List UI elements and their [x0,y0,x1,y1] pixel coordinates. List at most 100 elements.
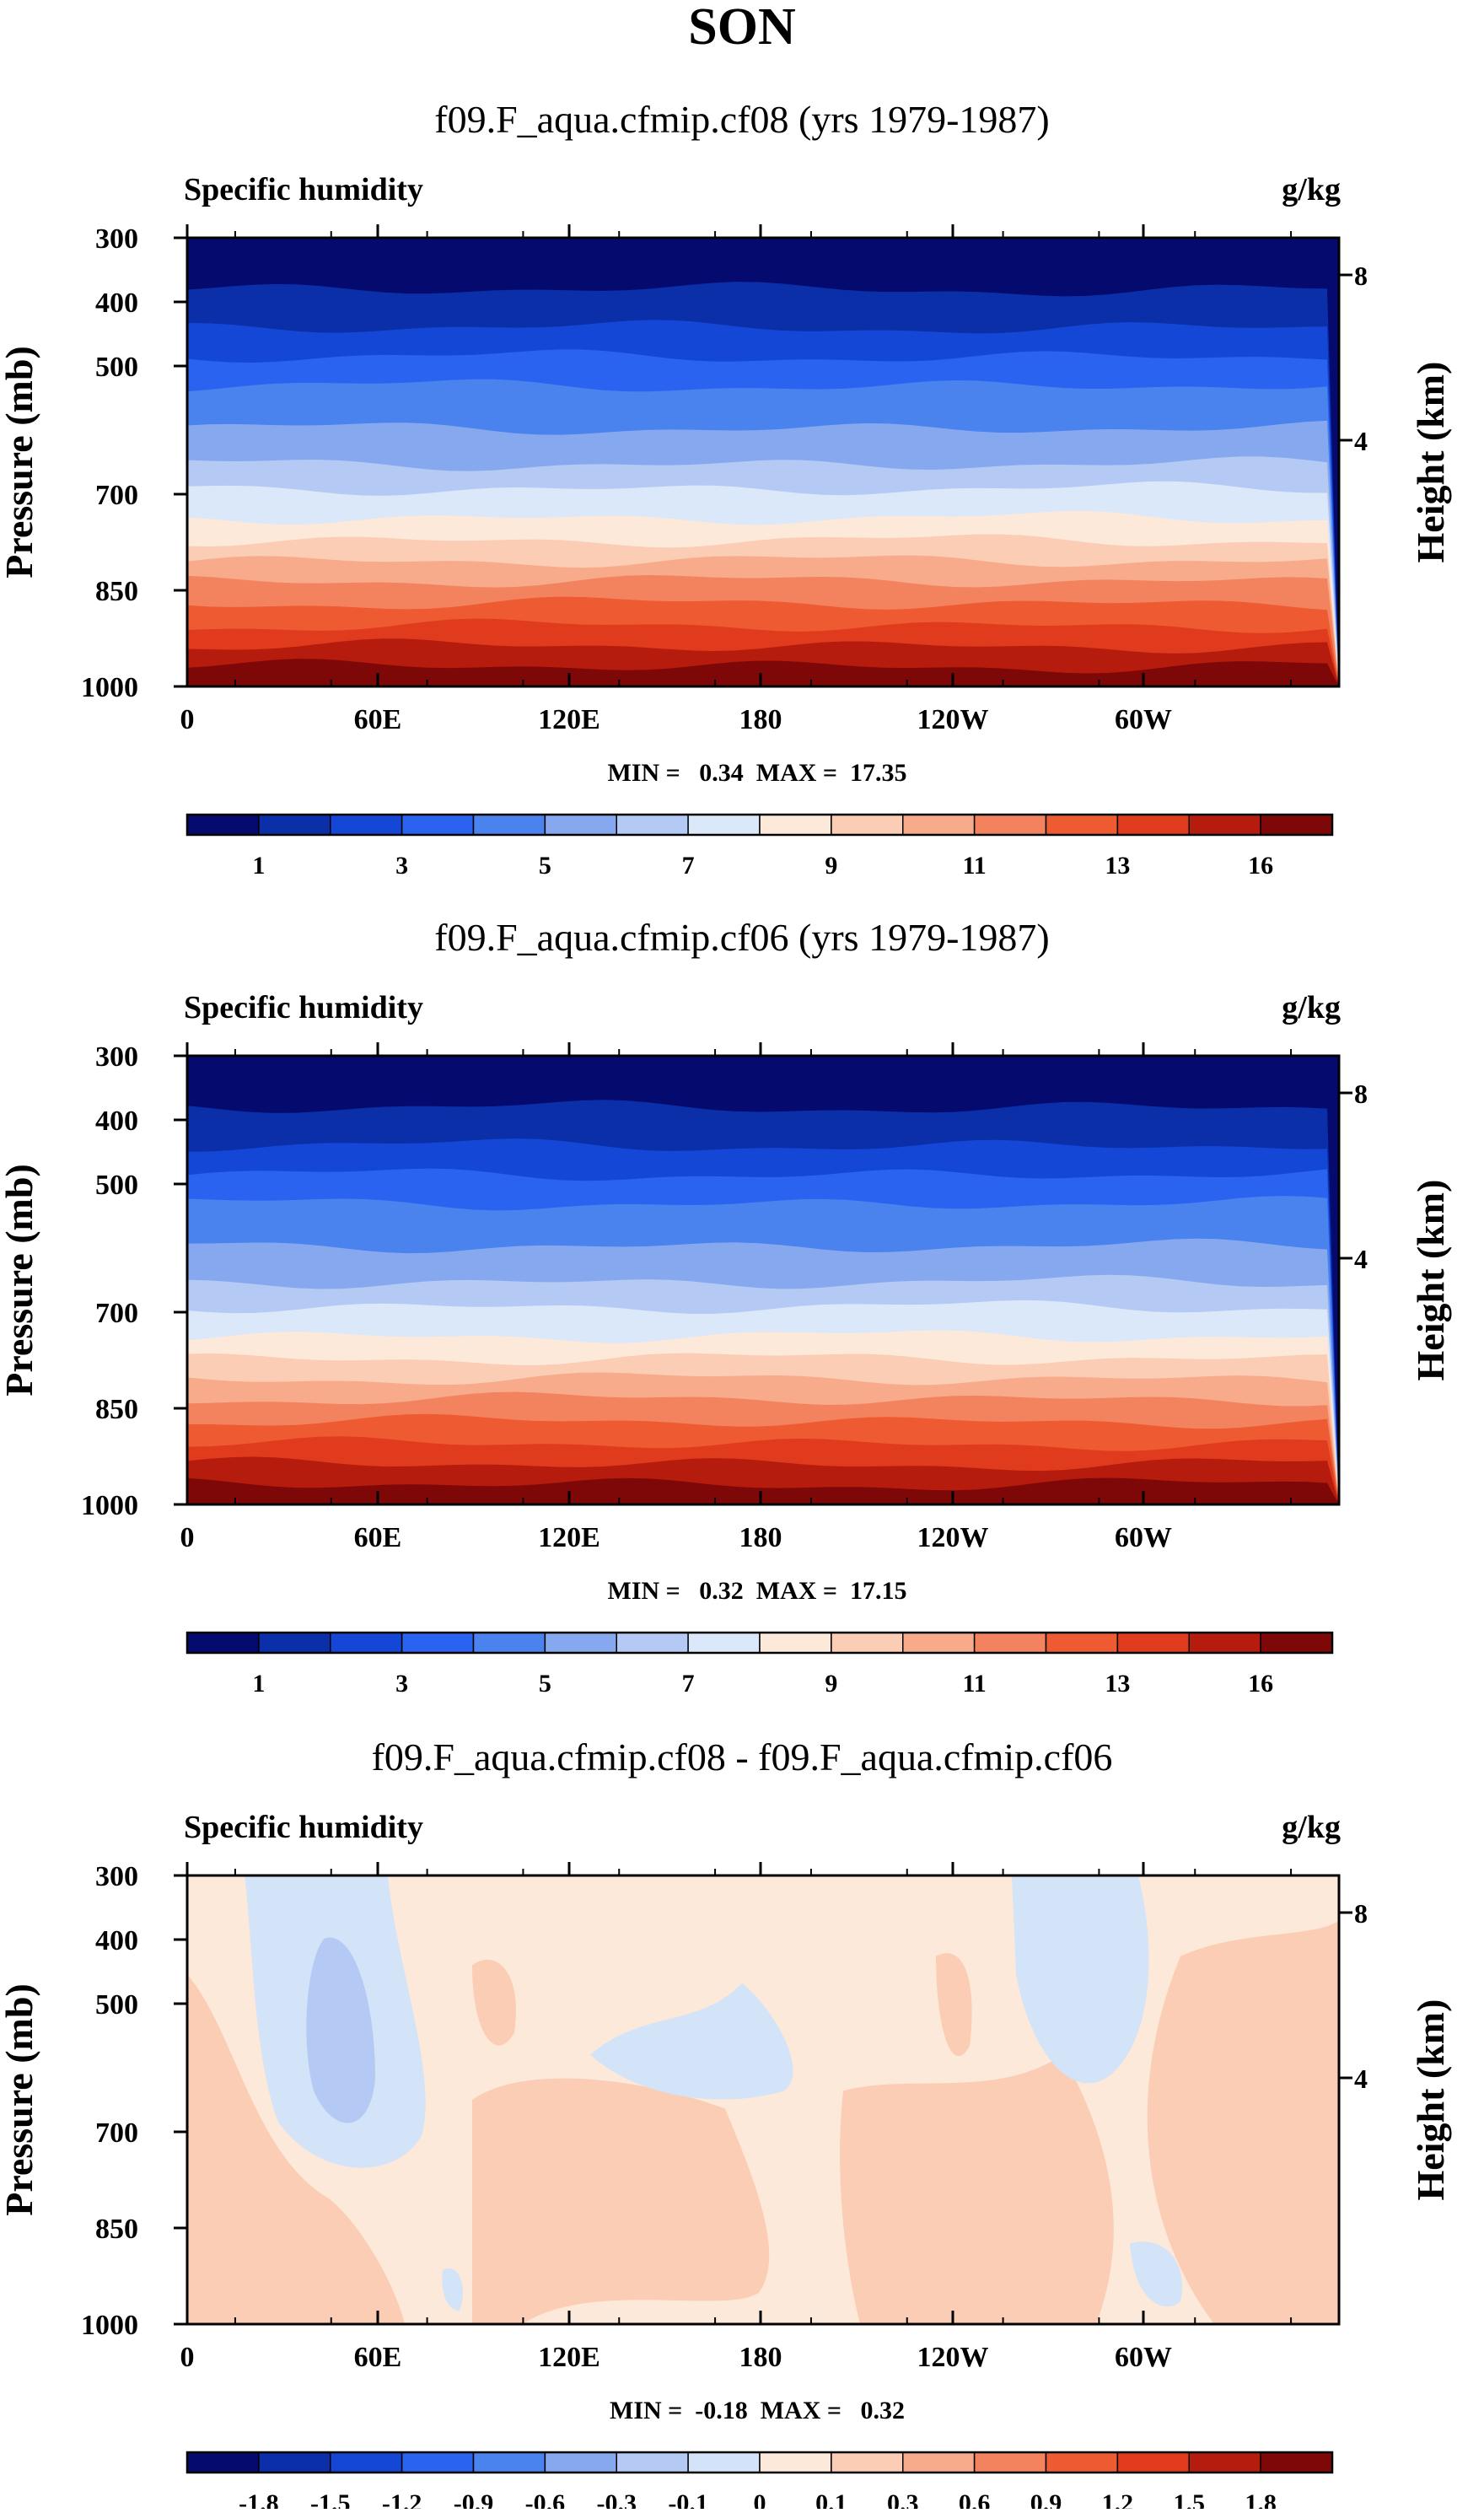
colorbar: -1.8 -1.5 -1.2 -0.9 -0.6 -0.3 -0.1 0 0.1 0.3 0.6 0.… [186,2451,1334,2513]
left-label: Specific humidity [184,990,423,1025]
colorbar-swatch [401,2451,475,2473]
colorbar-swatch [616,814,689,836]
colorbar-swatch [973,1632,1047,1654]
colorbar-swatch [973,814,1047,836]
x-tick-label: 180 [739,1522,782,1553]
colorbar-swatch [973,2451,1047,2473]
colorbar-label: 0 [754,2489,766,2509]
colorbar-swatch [687,814,761,836]
colorbar-label: -0.9 [454,2489,494,2509]
colorbar-swatch [1188,1632,1261,1654]
x-tick-label: 120E [538,2342,600,2373]
colorbar-label: 7 [682,852,695,880]
colorbar-label: 7 [682,1670,695,1698]
colorbar-swatch [186,1632,260,1654]
colorbar-swatch [544,1632,617,1654]
y-tick-label: 500 [95,352,138,383]
colorbar-frame [186,1631,1334,1655]
y-tick-label: 850 [95,576,138,607]
plot-area [187,1875,1339,2324]
x-tick-label: 120W [917,2342,989,2373]
y-tick-label: 1000 [81,2310,138,2341]
x-tick-label: 120E [538,1522,600,1553]
colorbar-label: 1 [252,852,265,880]
colorbar-swatch [831,1632,904,1654]
left-label: Specific humidity [184,172,423,207]
y-tick-label: 1000 [81,1490,138,1521]
y-tick-label: 400 [95,1106,138,1137]
min-max-stats: MIN = 0.34 MAX = 17.35 [608,759,907,787]
y-axis-title: Pressure (mb) [0,1164,40,1396]
colorbar-label: 13 [1105,1670,1130,1698]
y-tick-label: 700 [95,1298,138,1329]
colorbar-swatch [759,2451,832,2473]
x-tick-label: 0 [180,1522,195,1553]
y-tick-label: 1000 [81,672,138,703]
colorbar-label: -1.8 [239,2489,279,2509]
y-tick-label: 700 [95,480,138,511]
x-tick-label: 60W [1115,1522,1172,1553]
colorbar-label: 9 [825,852,837,880]
colorbar-swatch [330,2451,403,2473]
colorbar-label: 1 [252,1670,265,1698]
colorbar-frame [186,2451,1334,2474]
panel: f09.F_aqua.cfmip.cf08 - f09.F_aqua.cfmip… [0,1735,1452,2513]
colorbar-label: -0.6 [525,2489,566,2509]
panel-title: f09.F_aqua.cfmip.cf06 (yrs 1979-1987) [434,916,1049,959]
plot-frame [186,1874,1341,2326]
colorbar-label: -0.3 [597,2489,637,2509]
colorbar-label: 3 [395,852,408,880]
y-tick-label: 400 [95,1925,138,1956]
colorbar-swatch [1045,814,1119,836]
colorbar-swatch [1045,2451,1119,2473]
colorbar-label: 0.6 [959,2489,991,2509]
negative-anomaly [1130,2241,1182,2307]
colorbar: 1 3 5 7 9 11 13 16 [186,813,1334,880]
y-tick-label: 300 [95,223,138,255]
positive-anomaly [472,2078,770,2324]
colorbar-swatch [759,814,832,836]
y-tick-label: 300 [95,1861,138,1892]
colorbar-swatch [1188,2451,1261,2473]
colorbar-label: 1.8 [1245,2489,1277,2509]
x-tick-label: 180 [739,704,782,735]
colorbar-label: 5 [539,1670,551,1698]
x-tick-label: 60E [354,1522,402,1553]
right-label: g/kg [1282,1810,1341,1845]
colorbar-swatch [186,2451,260,2473]
right-label: g/kg [1282,172,1341,207]
colorbar-swatch [1116,1632,1190,1654]
x-tick-label: 60E [354,704,402,735]
page-title: SON [688,0,795,56]
panel: f09.F_aqua.cfmip.cf08 (yrs 1979-1987) Spe… [0,98,1452,880]
colorbar-swatch [687,1632,761,1654]
colorbar-swatch [1260,814,1333,836]
colorbar-swatch [1116,814,1190,836]
y-tick-label: 500 [95,1989,138,2021]
negative-anomaly [590,1983,793,2100]
x-tick-label: 0 [180,704,195,735]
panel: f09.F_aqua.cfmip.cf06 (yrs 1979-1987) Spe… [0,916,1452,1698]
colorbar-swatch [902,2451,976,2473]
colorbar-swatch [616,1632,689,1654]
colorbar-swatch [902,814,976,836]
negative-anomaly [1012,1875,1149,2084]
colorbar-label: 0.1 [815,2489,847,2509]
y2-axis-title: Height (km) [1409,1180,1452,1381]
colorbar-swatch [186,814,260,836]
colorbar-label: 0.9 [1030,2489,1062,2509]
y-tick-label: 700 [95,2117,138,2149]
positive-anomaly [840,2054,1114,2324]
x-tick-label: 180 [739,2342,782,2373]
y2-axis-title: Height (km) [1409,362,1452,563]
colorbar-label: 5 [539,852,551,880]
colorbar-swatch [258,1632,331,1654]
contour-band [187,659,1339,686]
y2-tick-label: 8 [1354,1079,1368,1109]
colorbar-swatch [330,814,403,836]
contour-band [187,1477,1339,1504]
colorbar-swatch [544,2451,617,2473]
y-tick-label: 300 [95,1041,138,1073]
